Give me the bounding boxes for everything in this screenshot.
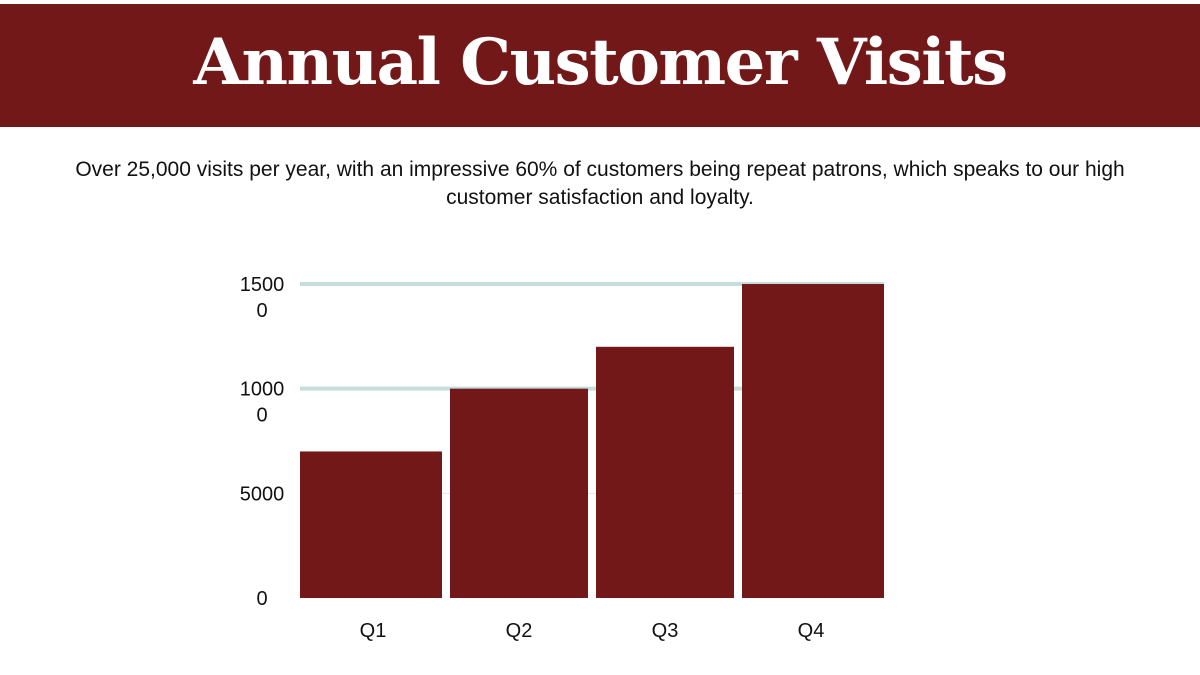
x-tick-label-q2: Q2 xyxy=(506,620,533,642)
y-tick-label-10000: 1000 0 xyxy=(240,379,285,427)
x-tick-label-q1: Q1 xyxy=(360,620,387,642)
bar-q1 xyxy=(300,451,442,598)
bar-q2 xyxy=(450,388,588,598)
bar-q3 xyxy=(596,346,734,598)
page-title: Annual Customer Visits xyxy=(193,24,1008,100)
title-bar: Annual Customer Visits xyxy=(0,4,1200,127)
subtitle: Over 25,000 visits per year, with an imp… xyxy=(75,158,1125,209)
x-tick-label-q4: Q4 xyxy=(798,620,825,642)
x-tick-label-q3: Q3 xyxy=(652,620,679,642)
y-tick-label-15000: 1500 0 xyxy=(240,274,285,322)
y-tick-label-0: 0 xyxy=(256,588,267,610)
y-tick-label-5000: 5000 xyxy=(240,483,285,505)
bar-q4 xyxy=(742,284,884,598)
